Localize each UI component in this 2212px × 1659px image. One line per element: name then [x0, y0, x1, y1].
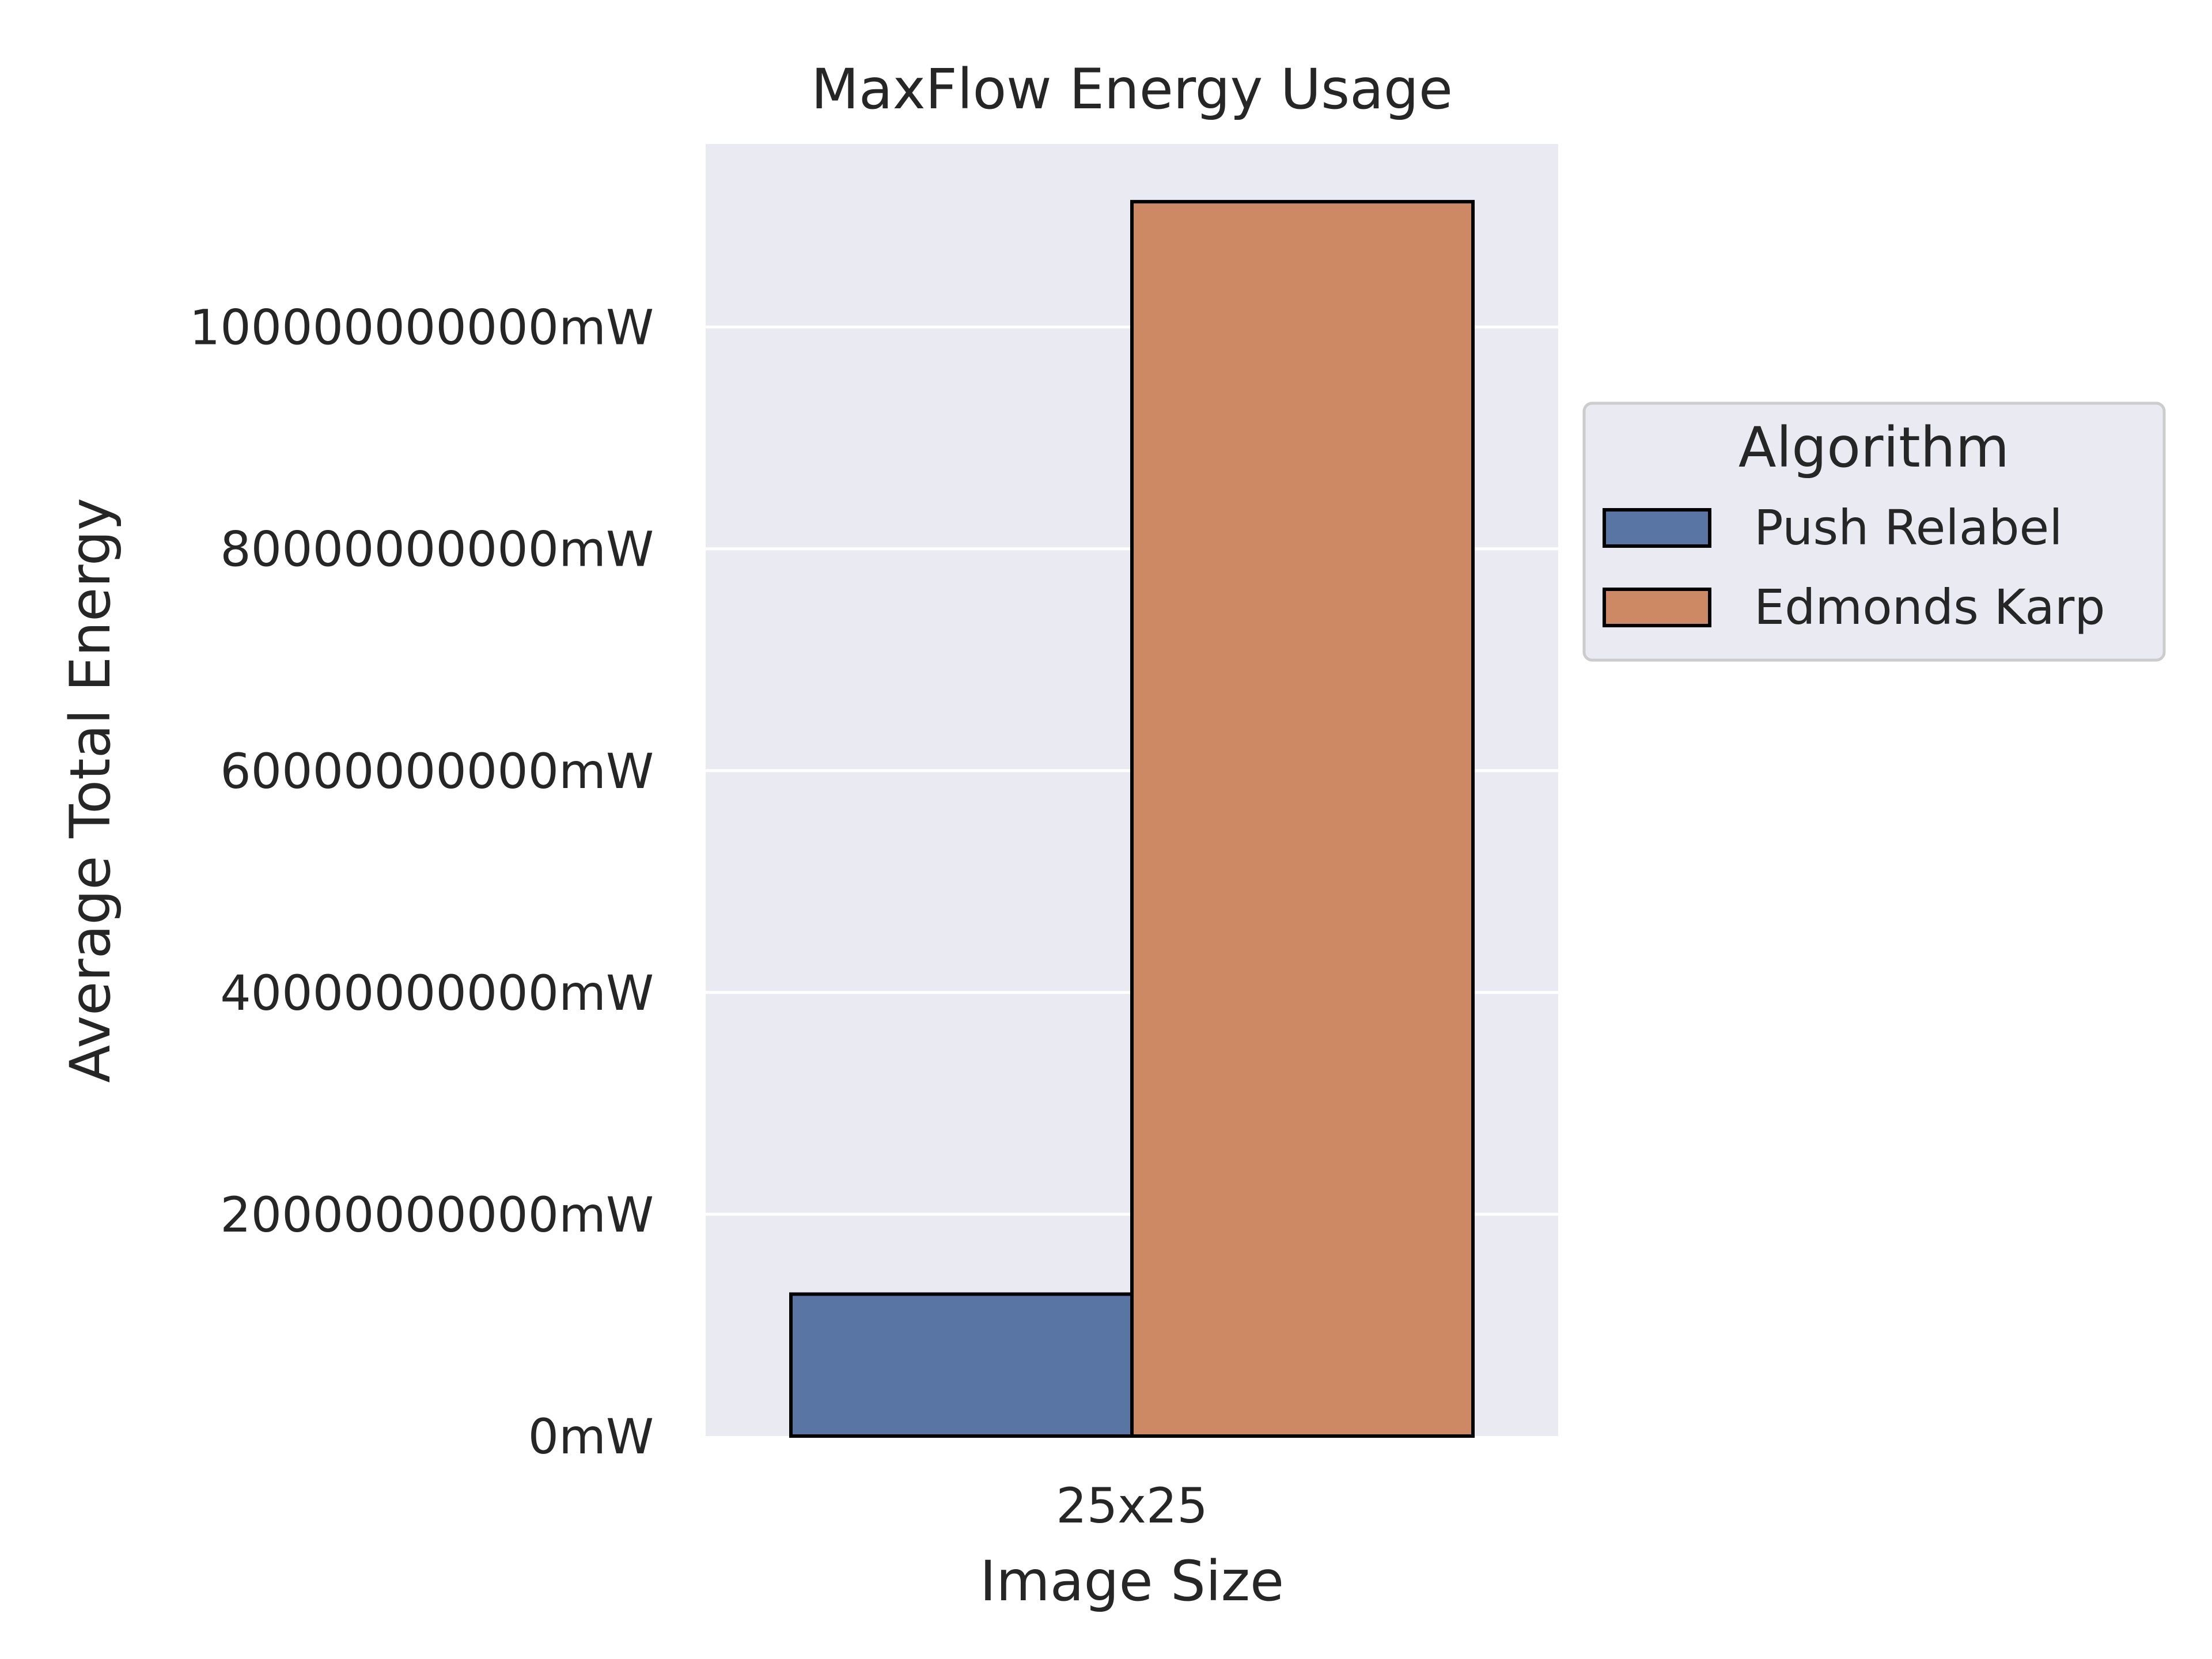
bars: [789, 200, 1475, 1438]
legend-label-edmonds-karp: Edmonds Karp: [1754, 579, 2105, 635]
y-axis-label: Average Total Energy: [58, 498, 123, 1083]
y-tick-label: 100000000000mW: [190, 300, 654, 356]
legend-frame: [1582, 402, 2166, 662]
y-tick-label: 0mW: [528, 1408, 654, 1465]
y-tick-label: 60000000000mW: [220, 743, 654, 800]
x-axis-label: Image Size: [980, 1549, 1284, 1613]
y-tick-label: 20000000000mW: [220, 1187, 654, 1243]
bar-push-relabel: [789, 1292, 1134, 1438]
bar-edmonds-karp: [1130, 200, 1475, 1438]
x-tick-label: 25x25: [1056, 1478, 1207, 1534]
legend: Algorithm Push Relabel Edmonds Karp: [1582, 402, 2166, 662]
y-tick-label: 80000000000mW: [220, 521, 654, 578]
legend-swatch-push-relabel: [1603, 508, 1711, 548]
chart-title: MaxFlow Energy Usage: [811, 57, 1453, 122]
y-tick-label: 40000000000mW: [220, 965, 654, 1021]
x-tick-labels: 25x25: [1056, 1478, 1207, 1534]
legend-title: Algorithm: [1738, 415, 2009, 480]
legend-swatch-edmonds-karp: [1603, 588, 1711, 627]
y-tick-labels: 0mW 20000000000mW 40000000000mW 60000000000…: [190, 300, 654, 1465]
legend-label-push-relabel: Push Relabel: [1754, 499, 2063, 556]
